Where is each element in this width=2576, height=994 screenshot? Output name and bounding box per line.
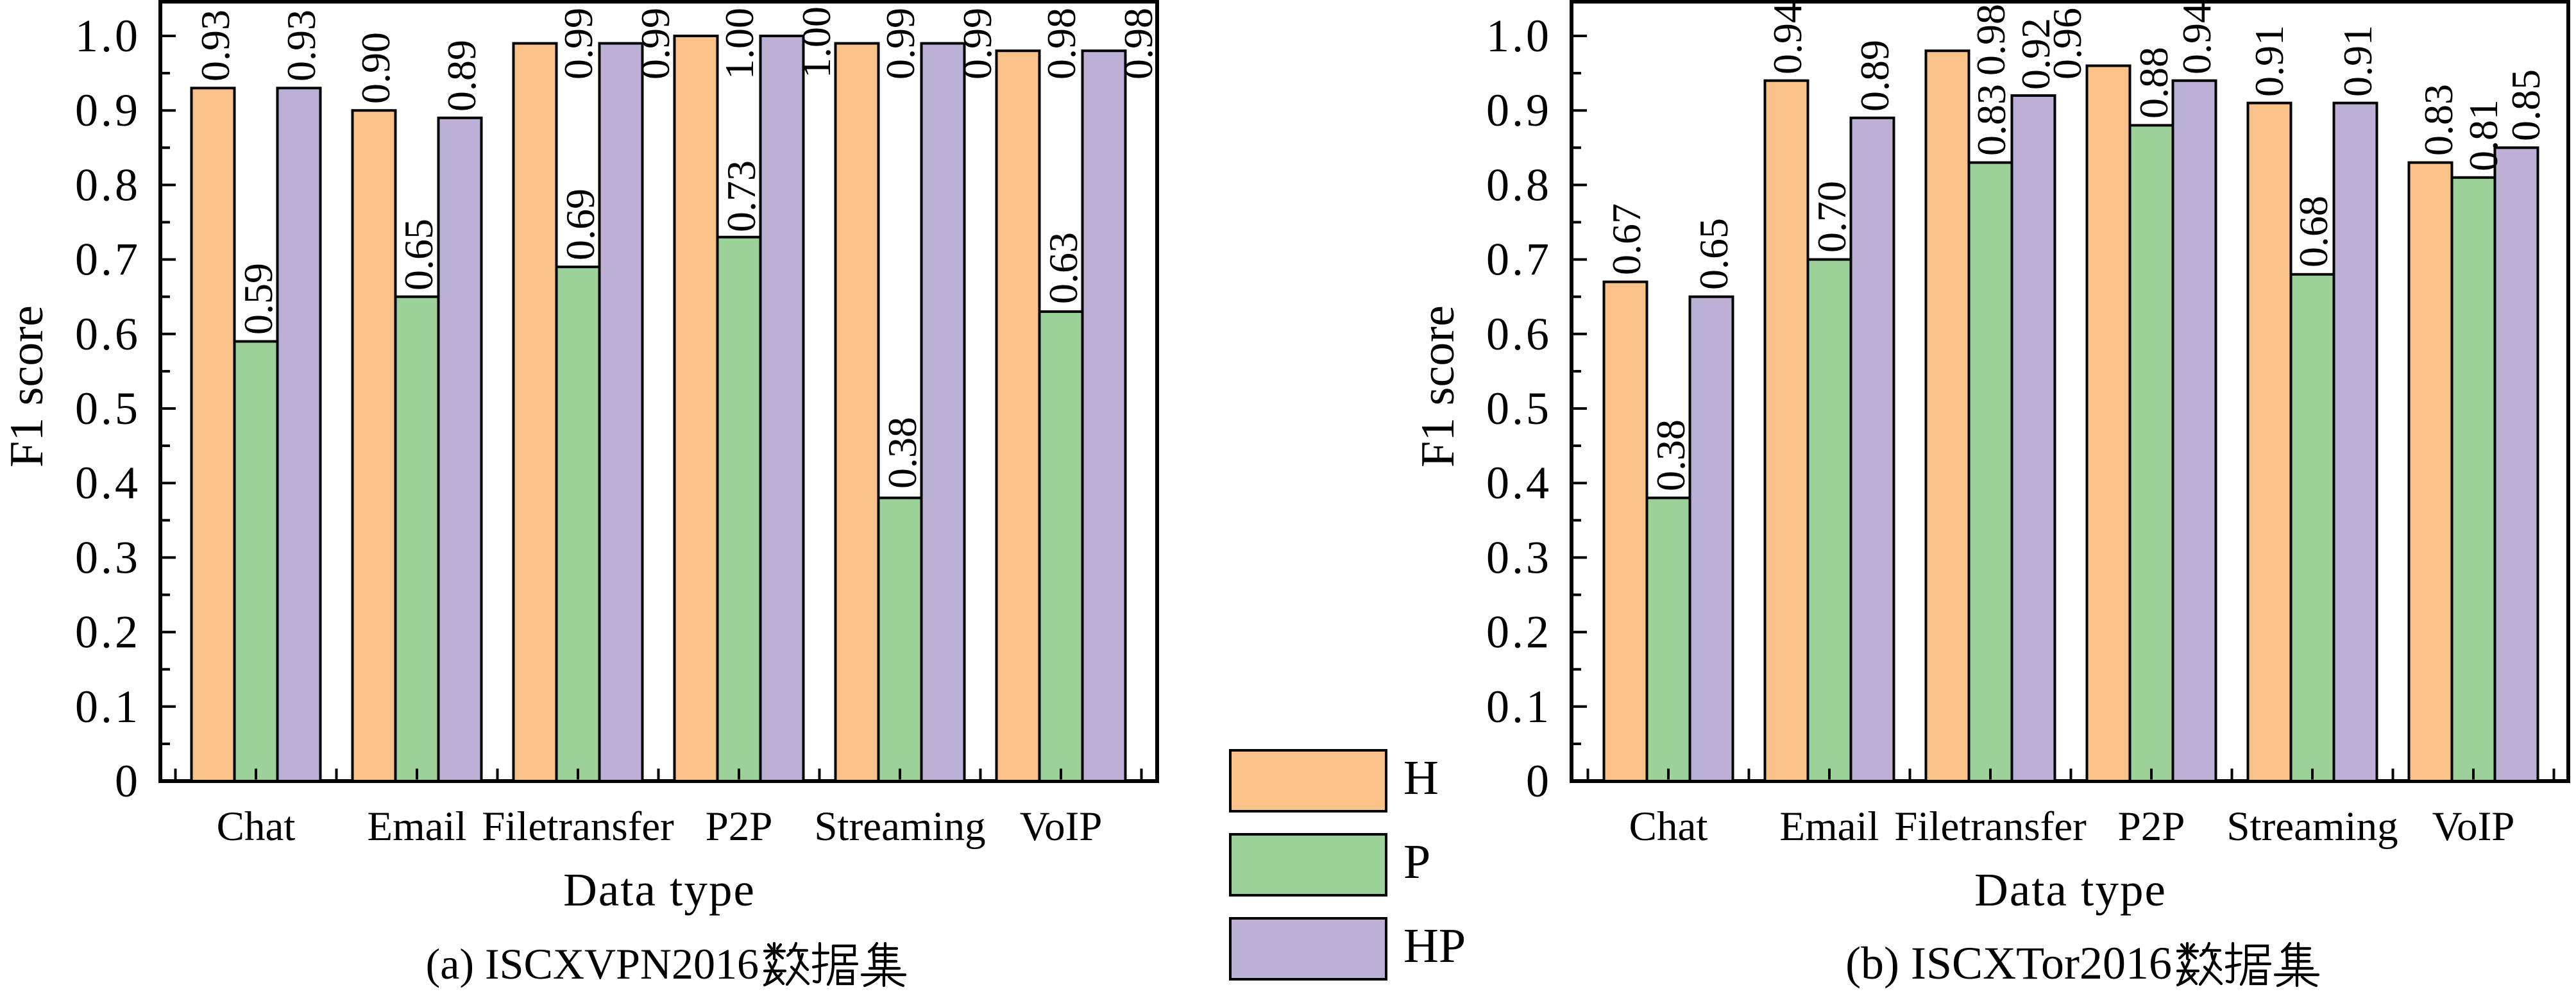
svg-text:0.65: 0.65 xyxy=(1691,218,1736,290)
svg-text:1.00: 1.00 xyxy=(793,6,839,78)
svg-text:0.67: 0.67 xyxy=(1604,203,1649,275)
svg-text:0.38: 0.38 xyxy=(879,417,925,489)
svg-text:0.4: 0.4 xyxy=(75,457,140,509)
svg-text:0.1: 0.1 xyxy=(75,681,140,732)
svg-text:0.3: 0.3 xyxy=(1486,532,1552,583)
svg-text:0.8: 0.8 xyxy=(75,159,140,210)
svg-text:0.4: 0.4 xyxy=(1486,457,1552,509)
svg-text:0.59: 0.59 xyxy=(235,263,281,335)
svg-text:0.5: 0.5 xyxy=(1486,383,1552,434)
svg-text:Email: Email xyxy=(367,804,466,850)
svg-text:0.94: 0.94 xyxy=(2174,3,2219,74)
svg-text:F1 score: F1 score xyxy=(1412,305,1464,468)
svg-text:Streaming: Streaming xyxy=(2226,804,2398,850)
svg-text:Streaming: Streaming xyxy=(814,804,985,850)
svg-text:0.98: 0.98 xyxy=(1968,4,2013,76)
svg-text:0.89: 0.89 xyxy=(1852,40,1897,112)
svg-text:VoIP: VoIP xyxy=(2432,804,2515,850)
svg-text:0.89: 0.89 xyxy=(439,40,484,112)
svg-text:0.85: 0.85 xyxy=(2503,69,2548,141)
svg-text:0.63: 0.63 xyxy=(1040,232,1086,304)
svg-text:0.1: 0.1 xyxy=(1486,681,1552,732)
svg-text:0.3: 0.3 xyxy=(75,532,140,583)
svg-text:0.2: 0.2 xyxy=(1486,607,1552,658)
svg-text:0.98: 0.98 xyxy=(1038,8,1084,80)
svg-text:0.91: 0.91 xyxy=(2335,25,2380,97)
svg-text:0.9: 0.9 xyxy=(1486,85,1552,136)
svg-text:0.5: 0.5 xyxy=(75,383,140,434)
svg-text:0.96: 0.96 xyxy=(2044,8,2090,80)
svg-text:0: 0 xyxy=(1526,755,1552,807)
svg-text:1.00: 1.00 xyxy=(716,8,762,80)
svg-text:Data type: Data type xyxy=(1974,864,2167,916)
svg-text:0.6: 0.6 xyxy=(75,308,140,360)
svg-text:0.2: 0.2 xyxy=(75,607,140,658)
svg-text:0.99: 0.99 xyxy=(954,8,1000,80)
svg-text:P: P xyxy=(1403,835,1430,889)
svg-text:0.7: 0.7 xyxy=(1486,234,1552,285)
svg-text:0.69: 0.69 xyxy=(557,189,603,260)
svg-text:0: 0 xyxy=(115,755,140,807)
svg-text:Data type: Data type xyxy=(563,864,756,916)
svg-text:P2P: P2P xyxy=(706,804,773,850)
svg-text:0.7: 0.7 xyxy=(75,234,140,285)
svg-text:0.65: 0.65 xyxy=(396,219,441,291)
svg-text:0.83: 0.83 xyxy=(2416,84,2461,156)
svg-text:(b) ISCXTor2016: (b) ISCXTor2016 xyxy=(1845,938,2172,989)
svg-text:Filetransfer: Filetransfer xyxy=(482,804,674,850)
svg-text:Chat: Chat xyxy=(217,804,296,850)
svg-text:0.81: 0.81 xyxy=(2461,99,2506,171)
svg-text:Email: Email xyxy=(1779,804,1879,850)
svg-text:0.92: 0.92 xyxy=(2013,18,2058,90)
svg-text:H: H xyxy=(1403,751,1439,805)
svg-text:0.88: 0.88 xyxy=(2131,47,2176,119)
svg-text:(a) ISCXVPN2016: (a) ISCXVPN2016 xyxy=(426,939,759,988)
svg-text:Filetransfer: Filetransfer xyxy=(1894,804,2087,850)
svg-text:1.0: 1.0 xyxy=(1486,10,1552,62)
svg-text:0.99: 0.99 xyxy=(877,8,923,80)
svg-text:0.6: 0.6 xyxy=(1486,308,1552,360)
svg-text:0.73: 0.73 xyxy=(718,160,764,232)
svg-text:0.70: 0.70 xyxy=(1809,181,1854,253)
svg-text:0.38: 0.38 xyxy=(1648,419,1693,491)
svg-text:0.99: 0.99 xyxy=(555,8,601,80)
svg-text:0.98: 0.98 xyxy=(1115,8,1161,80)
svg-text:0.83: 0.83 xyxy=(1969,84,2014,156)
svg-text:0.94: 0.94 xyxy=(1765,3,1810,74)
svg-text:0.90: 0.90 xyxy=(353,32,398,104)
svg-text:HP: HP xyxy=(1403,919,1466,973)
svg-text:VoIP: VoIP xyxy=(1020,804,1103,850)
svg-text:0.91: 0.91 xyxy=(2246,25,2292,97)
svg-text:P2P: P2P xyxy=(2118,804,2185,850)
svg-text:0.8: 0.8 xyxy=(1486,159,1552,210)
svg-text:Chat: Chat xyxy=(1629,804,1708,850)
svg-text:F1 score: F1 score xyxy=(1,305,53,468)
svg-text:0.9: 0.9 xyxy=(75,85,140,136)
svg-text:0.93: 0.93 xyxy=(278,10,324,81)
svg-text:1.0: 1.0 xyxy=(75,10,140,62)
svg-text:0.99: 0.99 xyxy=(632,8,678,80)
svg-text:0.93: 0.93 xyxy=(192,10,238,81)
svg-text:0.68: 0.68 xyxy=(2291,196,2336,267)
